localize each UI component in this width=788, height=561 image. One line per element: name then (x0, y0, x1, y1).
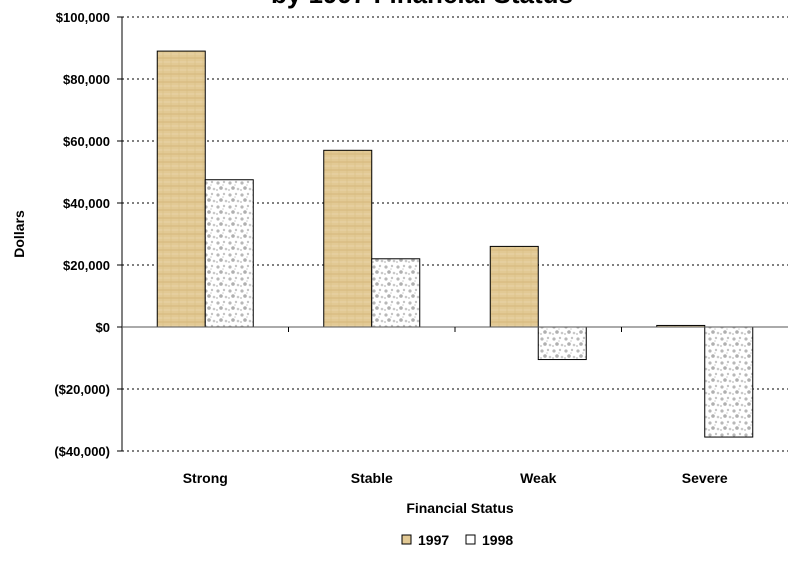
y-tick-label: $40,000 (63, 196, 110, 211)
chart-title: by 1997 Financial Status (271, 0, 573, 9)
x-tick-label: Severe (682, 470, 728, 486)
y-tick-label: ($40,000) (54, 444, 110, 459)
y-tick-labels: $100,000 $80,000 $60,000 $40,000 $20,000 $0 ($… (54, 10, 122, 459)
x-tick-labels: Strong Stable Weak Severe (183, 327, 728, 486)
x-axis-title: Financial Status (406, 500, 514, 516)
y-tick-label: $100,000 (56, 10, 110, 25)
y-tick-label: $60,000 (63, 134, 110, 149)
y-axis-title: Dollars (11, 210, 27, 258)
y-tick-label: ($20,000) (54, 382, 110, 397)
x-tick-label: Stable (351, 470, 393, 486)
y-tick-label: $20,000 (63, 258, 110, 273)
bar-1998-weak (537, 326, 587, 361)
bar-1998-strong (204, 179, 254, 328)
y-tick-label: $0 (96, 320, 110, 335)
bar-1997-weak (489, 245, 539, 328)
bar-1998-stable (371, 258, 421, 328)
x-tick-label: Weak (520, 470, 557, 486)
y-tick-label: $80,000 (63, 72, 110, 87)
bar-1998-severe (704, 326, 754, 438)
legend: 1997 1998 (401, 532, 513, 548)
bar-1997-stable (323, 149, 373, 328)
bar-1997-strong (156, 50, 206, 328)
legend-swatch-1997 (401, 534, 412, 545)
bars (156, 50, 754, 438)
legend-label-1997: 1997 (418, 532, 449, 548)
legend-swatch-1998 (465, 534, 476, 545)
x-tick-label: Strong (183, 470, 228, 486)
legend-label-1998: 1998 (482, 532, 513, 548)
